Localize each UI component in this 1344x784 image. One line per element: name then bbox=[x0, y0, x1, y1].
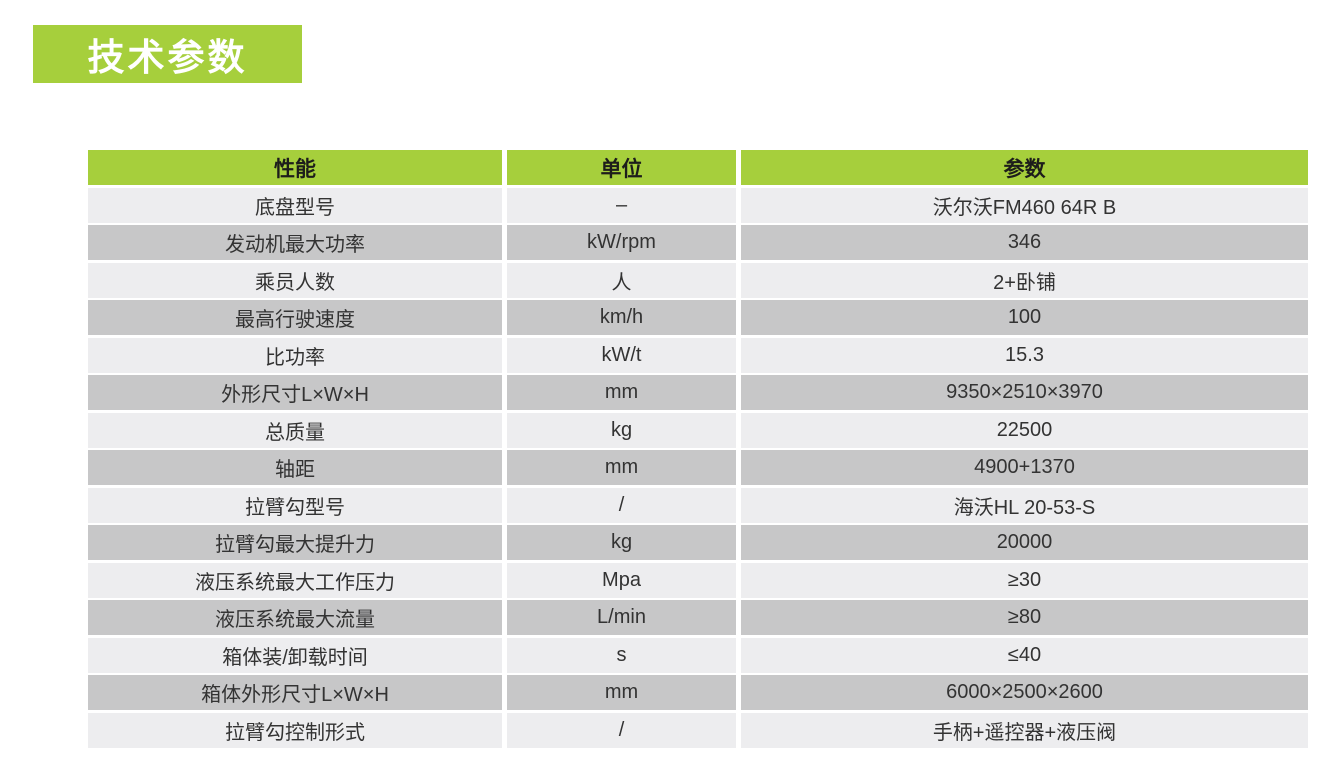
spec-table-header-row: 性能 单位 参数 bbox=[88, 150, 1308, 185]
table-row: 箱体装/卸载时间 s ≤40 bbox=[88, 637, 1308, 673]
spec-value-cell: 沃尔沃FM460 64R B bbox=[741, 187, 1308, 223]
spec-value-cell: 100 bbox=[741, 300, 1308, 335]
spec-value-cell: 海沃HL 20-53-S bbox=[741, 487, 1308, 523]
table-row: 总质量 kg 22500 bbox=[88, 412, 1308, 448]
spec-name-cell: 箱体外形尺寸L×W×H bbox=[88, 675, 502, 710]
spec-unit-cell: kg bbox=[507, 412, 736, 448]
spec-value-cell: 4900+1370 bbox=[741, 450, 1308, 485]
spec-name-cell: 比功率 bbox=[88, 337, 502, 373]
spec-value-cell: ≥80 bbox=[741, 600, 1308, 635]
table-row: 拉臂勾最大提升力 kg 20000 bbox=[88, 525, 1308, 560]
spec-value-cell: 2+卧铺 bbox=[741, 262, 1308, 298]
spec-unit-cell: mm bbox=[507, 375, 736, 410]
spec-value-cell: 22500 bbox=[741, 412, 1308, 448]
table-row: 比功率 kW/t 15.3 bbox=[88, 337, 1308, 373]
spec-name-cell: 拉臂勾型号 bbox=[88, 487, 502, 523]
spec-unit-cell: / bbox=[507, 712, 736, 748]
spec-name-cell: 液压系统最大流量 bbox=[88, 600, 502, 635]
section-title-badge: 技术参数 bbox=[33, 25, 302, 83]
table-row: 拉臂勾型号 / 海沃HL 20-53-S bbox=[88, 487, 1308, 523]
spec-unit-cell: kW/t bbox=[507, 337, 736, 373]
spec-value-cell: 20000 bbox=[741, 525, 1308, 560]
spec-value-cell: 6000×2500×2600 bbox=[741, 675, 1308, 710]
spec-unit-cell: 人 bbox=[507, 262, 736, 298]
spec-name-cell: 外形尺寸L×W×H bbox=[88, 375, 502, 410]
spec-value-cell: 9350×2510×3970 bbox=[741, 375, 1308, 410]
spec-unit-cell: kW/rpm bbox=[507, 225, 736, 260]
spec-name-cell: 发动机最大功率 bbox=[88, 225, 502, 260]
spec-unit-cell: mm bbox=[507, 450, 736, 485]
spec-name-cell: 底盘型号 bbox=[88, 187, 502, 223]
column-header-parameter: 参数 bbox=[741, 150, 1308, 185]
table-row: 最高行驶速度 km/h 100 bbox=[88, 300, 1308, 335]
spec-table-body: 底盘型号 – 沃尔沃FM460 64R B 发动机最大功率 kW/rpm 346 乘员人数人… bbox=[88, 187, 1308, 748]
section-title: 技术参数 bbox=[87, 37, 248, 78]
spec-unit-cell: L/min bbox=[507, 600, 736, 635]
spec-table: 性能 单位 参数 底盘型号 – 沃尔沃FM460 64R B 发动机最大功率 kW/rp… bbox=[88, 150, 1308, 750]
spec-value-cell: 346 bbox=[741, 225, 1308, 260]
column-header-unit: 单位 bbox=[507, 150, 736, 185]
spec-unit-cell: / bbox=[507, 487, 736, 523]
spec-value-cell: ≥30 bbox=[741, 562, 1308, 598]
table-row: 拉臂勾控制形式 / 手柄+遥控器+液压阀 bbox=[88, 712, 1308, 748]
spec-unit-cell: Mpa bbox=[507, 562, 736, 598]
table-row: 液压系统最大工作压力 Mpa ≥30 bbox=[88, 562, 1308, 598]
table-row: 乘员人数人 2+卧铺 bbox=[88, 262, 1308, 298]
table-row: 箱体外形尺寸L×W×H mm 6000×2500×2600 bbox=[88, 675, 1308, 710]
spec-unit-cell: km/h bbox=[507, 300, 736, 335]
table-row: 底盘型号 – 沃尔沃FM460 64R B bbox=[88, 187, 1308, 223]
spec-name-cell: 箱体装/卸载时间 bbox=[88, 637, 502, 673]
spec-name-cell: 拉臂勾控制形式 bbox=[88, 712, 502, 748]
spec-name-cell: 轴距 bbox=[88, 450, 502, 485]
spec-name-cell: 乘员人数 bbox=[88, 262, 502, 298]
spec-value-cell: 15.3 bbox=[741, 337, 1308, 373]
column-header-performance: 性能 bbox=[88, 150, 502, 185]
table-row: 外形尺寸L×W×H mm 9350×2510×3970 bbox=[88, 375, 1308, 410]
spec-value-cell: ≤40 bbox=[741, 637, 1308, 673]
spec-name-cell: 拉臂勾最大提升力 bbox=[88, 525, 502, 560]
spec-unit-cell: – bbox=[507, 187, 736, 223]
spec-value-cell: 手柄+遥控器+液压阀 bbox=[741, 712, 1308, 748]
table-row: 轴距 mm 4900+1370 bbox=[88, 450, 1308, 485]
spec-name-cell: 液压系统最大工作压力 bbox=[88, 562, 502, 598]
spec-unit-cell: kg bbox=[507, 525, 736, 560]
spec-name-cell: 总质量 bbox=[88, 412, 502, 448]
spec-unit-cell: s bbox=[507, 637, 736, 673]
spec-name-cell: 最高行驶速度 bbox=[88, 300, 502, 335]
spec-unit-cell: mm bbox=[507, 675, 736, 710]
table-row: 发动机最大功率 kW/rpm 346 bbox=[88, 225, 1308, 260]
table-row: 液压系统最大流量 L/min ≥80 bbox=[88, 600, 1308, 635]
